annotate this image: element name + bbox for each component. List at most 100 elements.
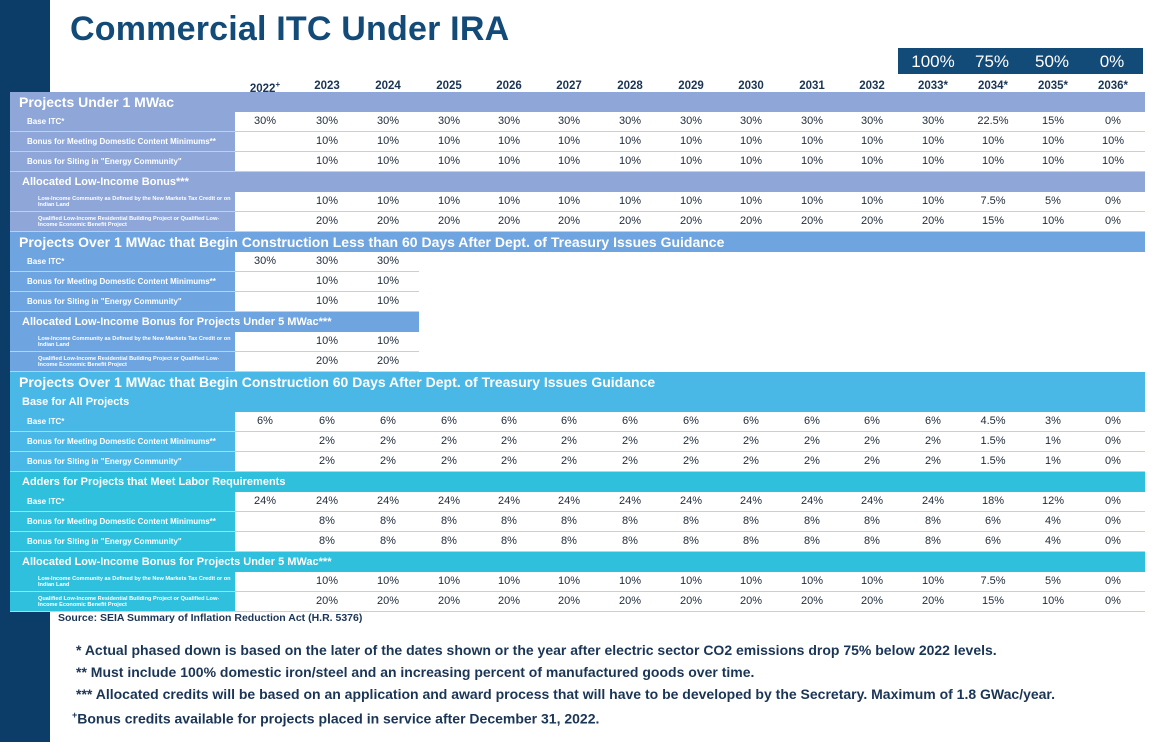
year-header-cell: 2028	[617, 80, 643, 92]
table-cell: 6%	[985, 515, 1001, 527]
table-cell: 10%	[376, 275, 400, 287]
table-cell: 1%	[1045, 455, 1061, 467]
table-cell: 8%	[380, 515, 396, 527]
table-cell: 22.5%	[977, 115, 1009, 127]
table-cell: 30%	[679, 115, 703, 127]
table-cell: 4%	[1045, 535, 1061, 547]
table-cell: 24%	[618, 495, 642, 507]
table-cell: 20%	[860, 595, 884, 607]
table-cell: 2%	[925, 435, 941, 447]
table-cell: 30%	[618, 115, 642, 127]
table-cell: 2%	[622, 435, 638, 447]
table-cell: 20%	[315, 215, 339, 227]
row-label: Base ITC*	[10, 252, 235, 271]
table-cell: 2%	[683, 435, 699, 447]
row-label: Base ITC*	[10, 492, 235, 511]
table-cell: 30%	[376, 115, 400, 127]
table-cell: 30%	[315, 115, 339, 127]
table-cell: 30%	[557, 115, 581, 127]
table-cell: 10%	[315, 335, 339, 347]
year-header-cell: 2023	[314, 80, 340, 92]
table-cell: 6%	[804, 415, 820, 427]
table-cell: 0%	[1105, 575, 1121, 587]
table-cell: 10%	[376, 335, 400, 347]
phase-down-label: 0%	[1099, 52, 1125, 71]
table-cell: 2%	[683, 455, 699, 467]
year-header-cell: 2032	[859, 80, 885, 92]
subsection-header: Allocated Low-Income Bonus for Projects …	[10, 312, 419, 332]
table-row: Qualified Low-Income Residential Buildin…	[10, 352, 419, 372]
table-cell: 8%	[925, 535, 941, 547]
table-row: Base ITC* 30% 30% 30%	[10, 252, 419, 272]
table-cell: 6%	[319, 415, 335, 427]
year-header-cell: 2031	[799, 80, 825, 92]
table-cell: 20%	[376, 595, 400, 607]
table-cell: 10%	[437, 155, 461, 167]
table-cell: 8%	[804, 515, 820, 527]
table-cell: 20%	[315, 595, 339, 607]
subsection-header: Allocated Low-Income Bonus***	[10, 172, 1145, 192]
row-label: Bonus for Meeting Domestic Content Minim…	[10, 132, 235, 151]
table-cell: 2%	[380, 435, 396, 447]
table-cell: 15%	[981, 215, 1005, 227]
row-label: Bonus for Meeting Domestic Content Minim…	[10, 272, 235, 291]
table-cell: 10%	[739, 155, 763, 167]
subsection-header: Base for All Projects	[10, 392, 1145, 412]
table-cell: 24%	[497, 495, 521, 507]
table-cell: 2%	[561, 455, 577, 467]
table-cell: 30%	[315, 255, 339, 267]
table-cell: 0%	[1105, 415, 1121, 427]
table-cell: 8%	[380, 535, 396, 547]
table-cell: 10%	[679, 195, 703, 207]
table-cell: 24%	[921, 495, 945, 507]
row-label: Low-Income Community as Defined by the N…	[10, 572, 235, 591]
row-label: Qualified Low-Income Residential Buildin…	[10, 352, 235, 371]
table-cell: 8%	[925, 515, 941, 527]
row-label: Low-Income Community as Defined by the N…	[10, 332, 235, 351]
table-cell: 6%	[441, 415, 457, 427]
year-header-cell: 2033*	[917, 80, 949, 92]
table-cell: 2%	[319, 435, 335, 447]
table-row: Bonus for Siting in "Energy Community" 8%…	[10, 532, 1145, 552]
year-header-cell: 2036*	[1097, 80, 1129, 92]
table-cell: 6%	[622, 415, 638, 427]
table-cell: 10%	[739, 575, 763, 587]
table-row: Bonus for Meeting Domestic Content Minim…	[10, 512, 1145, 532]
table-cell: 8%	[441, 535, 457, 547]
year-header-cell: 2029	[678, 80, 704, 92]
table-cell: 20%	[921, 215, 945, 227]
phase-down-label: 50%	[1034, 52, 1070, 71]
table-cell: 15%	[981, 595, 1005, 607]
table-cell: 10%	[497, 135, 521, 147]
table-row: Base ITC* 30% 30% 30% 30% 30% 30% 30% 30% 30% 30% 3…	[10, 112, 1145, 132]
table-cell: 10%	[437, 575, 461, 587]
table-cell: 24%	[739, 495, 763, 507]
table-cell: 30%	[253, 255, 277, 267]
row-label: Base ITC*	[10, 112, 235, 131]
table-cell: 10%	[1041, 155, 1065, 167]
table-cell: 2%	[864, 435, 880, 447]
table-cell: 10%	[800, 155, 824, 167]
table-cell: 2%	[622, 455, 638, 467]
footnote-2: ** Must include 100% domestic iron/steel…	[76, 664, 755, 680]
table-cell: 10%	[557, 155, 581, 167]
table-cell: 10%	[497, 155, 521, 167]
table-cell: 10%	[315, 135, 339, 147]
table-cell: 8%	[743, 515, 759, 527]
table-row: Low-Income Community as Defined by the N…	[10, 192, 1145, 212]
table-cell: 18%	[981, 495, 1005, 507]
table-cell: 10%	[315, 155, 339, 167]
section-header: Projects Over 1 MWac that Begin Construc…	[10, 232, 1145, 252]
table-cell: 20%	[679, 215, 703, 227]
table-cell: 8%	[561, 515, 577, 527]
table-cell: 5%	[1045, 195, 1061, 207]
table-cell: 24%	[376, 495, 400, 507]
table-cell: 20%	[679, 595, 703, 607]
table-cell: 24%	[437, 495, 461, 507]
table-cell: 10%	[800, 195, 824, 207]
table-cell: 4.5%	[980, 415, 1006, 427]
table-cell: 10%	[860, 575, 884, 587]
table-cell: 7.5%	[980, 575, 1006, 587]
table-cell: 6%	[380, 415, 396, 427]
phase-down-label: 75%	[974, 52, 1010, 71]
